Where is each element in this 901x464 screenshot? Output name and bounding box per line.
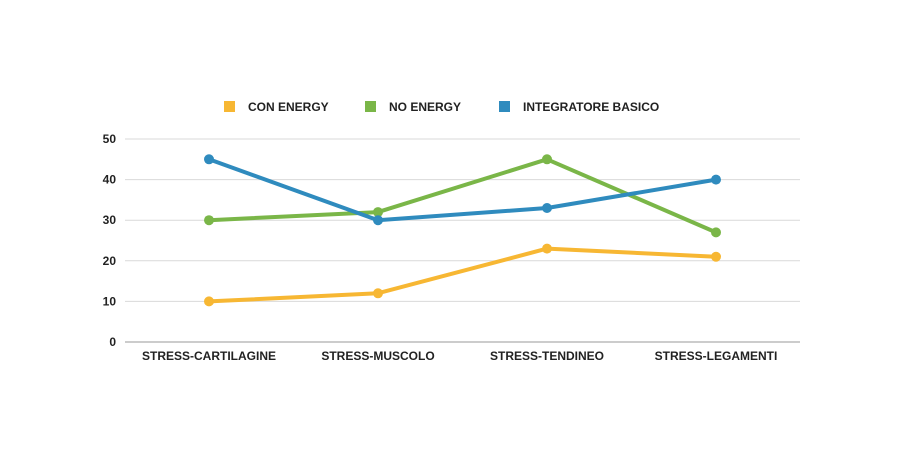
legend-label: NO ENERGY xyxy=(389,100,461,114)
x-tick-label: STRESS-LEGAMENTI xyxy=(655,349,778,363)
legend-swatch xyxy=(365,101,376,112)
legend-swatch xyxy=(224,101,235,112)
legend-label: CON ENERGY xyxy=(248,100,329,114)
y-tick-label: 20 xyxy=(103,254,117,268)
data-point xyxy=(204,215,214,226)
data-point xyxy=(204,296,214,307)
legend: CON ENERGY NO ENERGY INTEGRATORE BASICO xyxy=(224,100,659,114)
legend-label: INTEGRATORE BASICO xyxy=(523,100,659,114)
data-point xyxy=(373,288,383,299)
y-tick-label: 40 xyxy=(103,173,117,187)
series-lines xyxy=(204,154,721,307)
data-point xyxy=(711,251,721,262)
y-tick-label: 50 xyxy=(103,132,117,146)
y-axis-ticks: 0 10 20 30 40 50 xyxy=(103,132,117,349)
y-tick-label: 30 xyxy=(103,213,117,227)
series-line xyxy=(207,157,718,235)
x-axis-ticks: STRESS-CARTILAGINE STRESS-MUSCOLO STRESS-T… xyxy=(142,349,777,363)
y-tick-label: 0 xyxy=(109,335,116,349)
x-tick-label: STRESS-CARTILAGINE xyxy=(142,349,276,363)
data-point xyxy=(373,207,383,218)
gridlines xyxy=(125,138,800,343)
series-line xyxy=(207,157,718,223)
legend-swatch xyxy=(499,101,510,112)
x-tick-label: STRESS-MUSCOLO xyxy=(321,349,434,363)
data-point xyxy=(542,243,552,254)
data-point xyxy=(542,154,552,165)
data-point xyxy=(711,174,721,185)
data-point xyxy=(204,154,214,165)
y-tick-label: 10 xyxy=(103,294,117,308)
data-point xyxy=(711,227,721,238)
data-point xyxy=(542,203,552,214)
data-point xyxy=(373,215,383,226)
series-line xyxy=(207,246,718,304)
x-tick-label: STRESS-TENDINEO xyxy=(490,349,604,363)
